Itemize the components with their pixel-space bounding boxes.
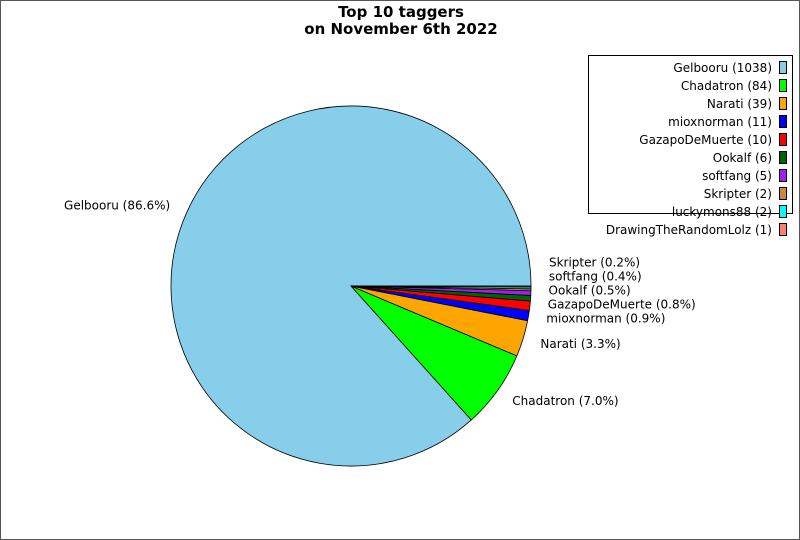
slice-label-narati: Narati (3.3%) xyxy=(540,337,620,351)
legend-swatch-luckymons88 xyxy=(779,205,787,218)
legend-swatch-softfang xyxy=(779,169,787,182)
slice-label-chadatron: Chadatron (7.0%) xyxy=(512,394,618,408)
legend-swatch-narati xyxy=(779,97,787,110)
chart-title-line2: on November 6th 2022 xyxy=(304,20,498,38)
slice-label-softfang: softfang (0.4%) xyxy=(549,270,642,284)
legend-swatch-gazapodemuerte xyxy=(779,133,787,146)
legend-label-narati: Narati (39) xyxy=(707,97,772,111)
legend-label-drawingtherandomlolz: DrawingTheRandomLolz (1) xyxy=(606,223,772,237)
chart-title: Top 10 taggers on November 6th 2022 xyxy=(1,3,799,38)
pie-slice-drawingtherandomlolz xyxy=(350,285,532,288)
legend-label-gelbooru: Gelbooru (1038) xyxy=(673,61,772,75)
legend-swatch-mioxnorman xyxy=(779,115,787,128)
slice-label-gazapodemuerte: GazapoDeMuerte (0.8%) xyxy=(548,298,696,312)
legend-label-chadatron: Chadatron (84) xyxy=(681,79,772,93)
legend-swatch-ookalf xyxy=(779,151,787,164)
legend-swatch-chadatron xyxy=(779,79,787,92)
legend-label-gazapodemuerte: GazapoDeMuerte (10) xyxy=(639,133,772,147)
slice-label-ookalf: Ookalf (0.5%) xyxy=(549,284,631,298)
legend-label-ookalf: Ookalf (6) xyxy=(713,151,772,165)
legend-swatch-gelbooru xyxy=(779,61,787,74)
legend xyxy=(588,55,793,214)
legend-label-softfang: softfang (5) xyxy=(702,169,772,183)
legend-swatch-skripter xyxy=(779,187,787,200)
legend-label-skripter: Skripter (2) xyxy=(704,187,772,201)
slice-label-skripter: Skripter (0.2%) xyxy=(549,256,640,270)
legend-label-luckymons88: luckymons88 (2) xyxy=(672,205,772,219)
legend-label-mioxnorman: mioxnorman (11) xyxy=(668,115,772,129)
slice-label-mioxnorman: mioxnorman (0.9%) xyxy=(546,312,665,326)
slice-label-gelbooru: Gelbooru (86.6%) xyxy=(64,198,170,212)
chart-title-line1: Top 10 taggers xyxy=(338,3,464,21)
legend-swatch-drawingtherandomlolz xyxy=(779,223,787,236)
